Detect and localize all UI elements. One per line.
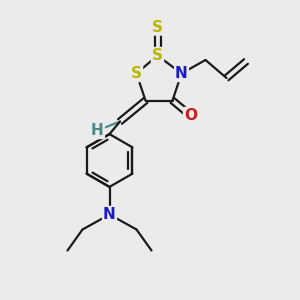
Text: S: S bbox=[152, 20, 163, 34]
Text: H: H bbox=[91, 123, 104, 138]
Text: N: N bbox=[175, 66, 188, 81]
Text: S: S bbox=[152, 48, 163, 63]
Text: S: S bbox=[131, 66, 142, 81]
Text: N: N bbox=[103, 207, 116, 222]
Text: O: O bbox=[184, 108, 197, 123]
